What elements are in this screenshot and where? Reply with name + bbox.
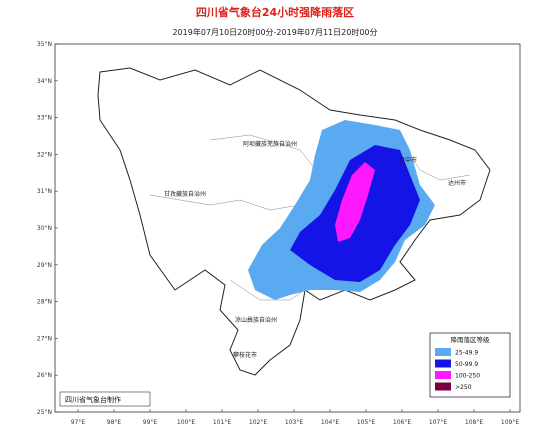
lat-label: 25°N bbox=[37, 409, 52, 416]
lon-label: 107°E bbox=[429, 419, 447, 426]
lat-label: 28°N bbox=[37, 299, 52, 306]
place-label: 凉山彝族自治州 bbox=[235, 316, 277, 324]
lon-label: 103°E bbox=[285, 419, 303, 426]
lat-label: 29°N bbox=[37, 262, 52, 269]
lon-label: 102°E bbox=[249, 419, 267, 426]
legend-swatch bbox=[435, 359, 451, 368]
legend-label: 25-49.9 bbox=[455, 350, 478, 357]
credit-box bbox=[59, 391, 151, 407]
lon-label: 98°E bbox=[107, 419, 122, 426]
legend-swatch bbox=[435, 348, 451, 356]
lon-label: 108°E bbox=[465, 419, 483, 426]
lon-label: 99°E bbox=[143, 419, 158, 426]
subtitle: 2019年07月10日20时00分-2019年07月11日20时00分 bbox=[172, 27, 377, 37]
lon-label: 97°E bbox=[71, 419, 86, 426]
lon-label: 101°E bbox=[213, 419, 231, 426]
lon-label: 104°E bbox=[321, 419, 339, 426]
lon-label: 105°E bbox=[357, 419, 375, 426]
lat-label: 33°N bbox=[37, 115, 52, 122]
legend-label: 100-250 bbox=[455, 373, 480, 380]
credit: 四川省气象台制作 bbox=[65, 395, 121, 404]
lat-label: 30°N bbox=[37, 225, 52, 232]
lon-label: 106°E bbox=[393, 419, 411, 426]
lat-label: 34°N bbox=[37, 78, 52, 85]
place-label: 达州市 bbox=[448, 179, 466, 187]
lon-label: 100°E bbox=[177, 419, 195, 426]
rain-area bbox=[335, 162, 375, 242]
legend-title: 降雨落区等级 bbox=[451, 335, 491, 344]
legend-label: >250 bbox=[455, 384, 472, 391]
place-label: 攀枝花市 bbox=[233, 351, 257, 359]
place-label: 甘孜藏族自治州 bbox=[164, 190, 206, 198]
legend-swatch bbox=[435, 382, 451, 391]
legend-swatch bbox=[435, 371, 451, 379]
title: 四川省气象台24小时强降雨落区 bbox=[196, 5, 354, 19]
lat-label: 26°N bbox=[37, 372, 52, 379]
legend-label: 50-99.9 bbox=[455, 361, 478, 368]
lon-label: 109°E bbox=[501, 419, 519, 426]
place-label: 阿坝藏族羌族自治州 bbox=[243, 140, 297, 148]
lat-label: 32°N bbox=[37, 151, 52, 158]
lat-label: 31°N bbox=[37, 188, 52, 195]
place-label: 巴中市 bbox=[399, 156, 417, 164]
legend: 降雨落区等级 25-49.9 50-99.9 100-250 >250 bbox=[429, 332, 511, 398]
lat-label: 27°N bbox=[37, 335, 52, 342]
lat-label: 35°N bbox=[37, 41, 52, 48]
